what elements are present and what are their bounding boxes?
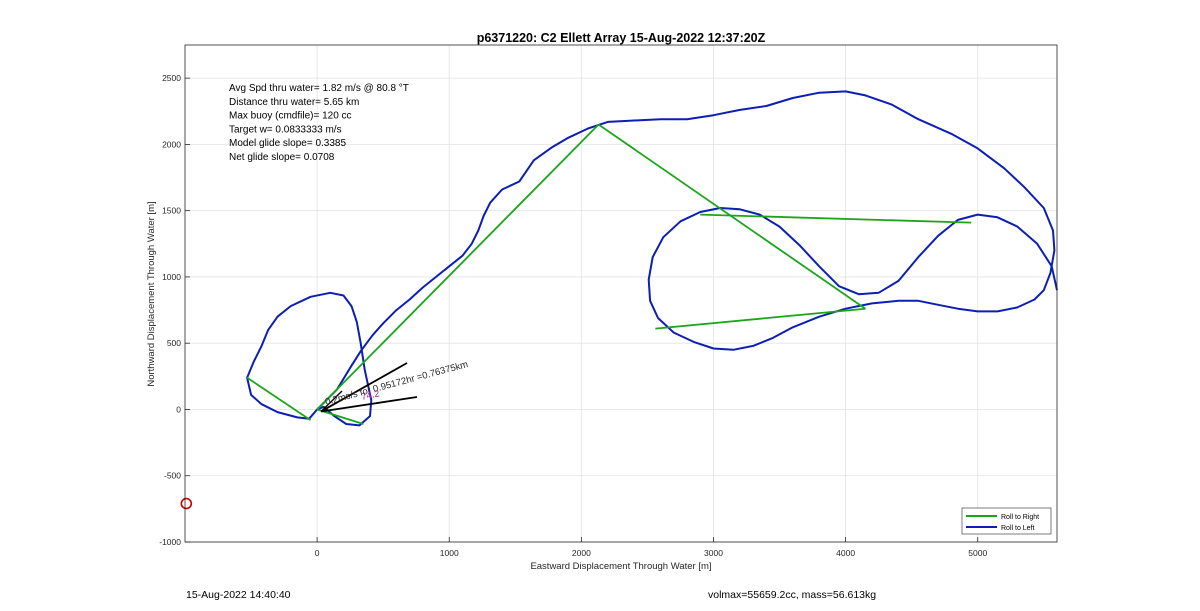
- stat-annotation: Target w= 0.0833333 m/s: [229, 124, 342, 135]
- roll-right-segment: [316, 123, 600, 411]
- y-tick-label: 2500: [162, 73, 181, 83]
- roll-left-path: [316, 90, 1058, 411]
- roll-right-segment: [700, 213, 972, 224]
- current-vector-line: [320, 396, 418, 413]
- x-axis-label: Eastward Displacement Through Water [m]: [530, 561, 711, 572]
- stat-annotation: Avg Spd thru water= 1.82 m/s @ 80.8 °T: [229, 83, 409, 94]
- x-tick-label: 3000: [704, 548, 723, 558]
- vector-small-label: 74.2: [360, 388, 380, 403]
- axis-ticks: 0 1000 2000 3000 4000 50002500200015001000500…: [159, 73, 987, 558]
- start-marker: [180, 497, 193, 510]
- y-axis-label: Northward Displacement Through Water [m]: [146, 201, 157, 386]
- current-vector-line: [320, 362, 408, 413]
- legend: Roll to Right Roll to Left: [961, 507, 1052, 535]
- footer-volume-mass: volmax=55659.2cc, mass=56.613kg: [708, 589, 877, 601]
- roll-right-segment: [598, 123, 866, 310]
- chart-title: p6371220: C2 Ellett Array 15-Aug-2022 12…: [477, 31, 766, 45]
- y-tick-label: 0: [176, 404, 181, 414]
- roll-right-segment: [316, 408, 364, 425]
- y-tick-label: -1000: [159, 537, 181, 547]
- y-tick-label: -500: [164, 471, 181, 481]
- stat-annotation: Max buoy (cmdfile)= 120 cc: [229, 111, 352, 122]
- x-tick-label: 1000: [440, 548, 459, 558]
- y-tick-label: 1000: [162, 272, 181, 282]
- y-tick-label: 2000: [162, 139, 181, 149]
- x-tick-label: 4000: [836, 548, 855, 558]
- legend-box: [961, 507, 1052, 535]
- y-tick-label: 1500: [162, 206, 181, 216]
- stat-annotation: Distance thru water= 5.65 km: [229, 97, 359, 108]
- stat-annotation: Net glide slope= 0.0708: [229, 152, 335, 163]
- plot-frame: [184, 44, 1058, 543]
- current-vector-line: [320, 390, 343, 412]
- x-tick-label: 2000: [572, 548, 591, 558]
- legend-label-roll-right: Roll to Right: [1001, 514, 1039, 521]
- roll-right-segment: [655, 307, 866, 330]
- stat-annotation: Model glide slope= 0.3385: [229, 138, 346, 149]
- stats-annotations: Avg Spd thru water= 1.82 m/s @ 80.8 °T Di…: [229, 83, 409, 163]
- y-tick-label: 500: [167, 338, 181, 348]
- legend-label-roll-left: Roll to Left: [1001, 525, 1035, 532]
- x-tick-label: 0: [315, 548, 320, 558]
- roll-right-segment: [246, 376, 312, 421]
- x-tick-label: 5000: [968, 548, 987, 558]
- footer-timestamp: 15-Aug-2022 14:40:40: [186, 589, 291, 601]
